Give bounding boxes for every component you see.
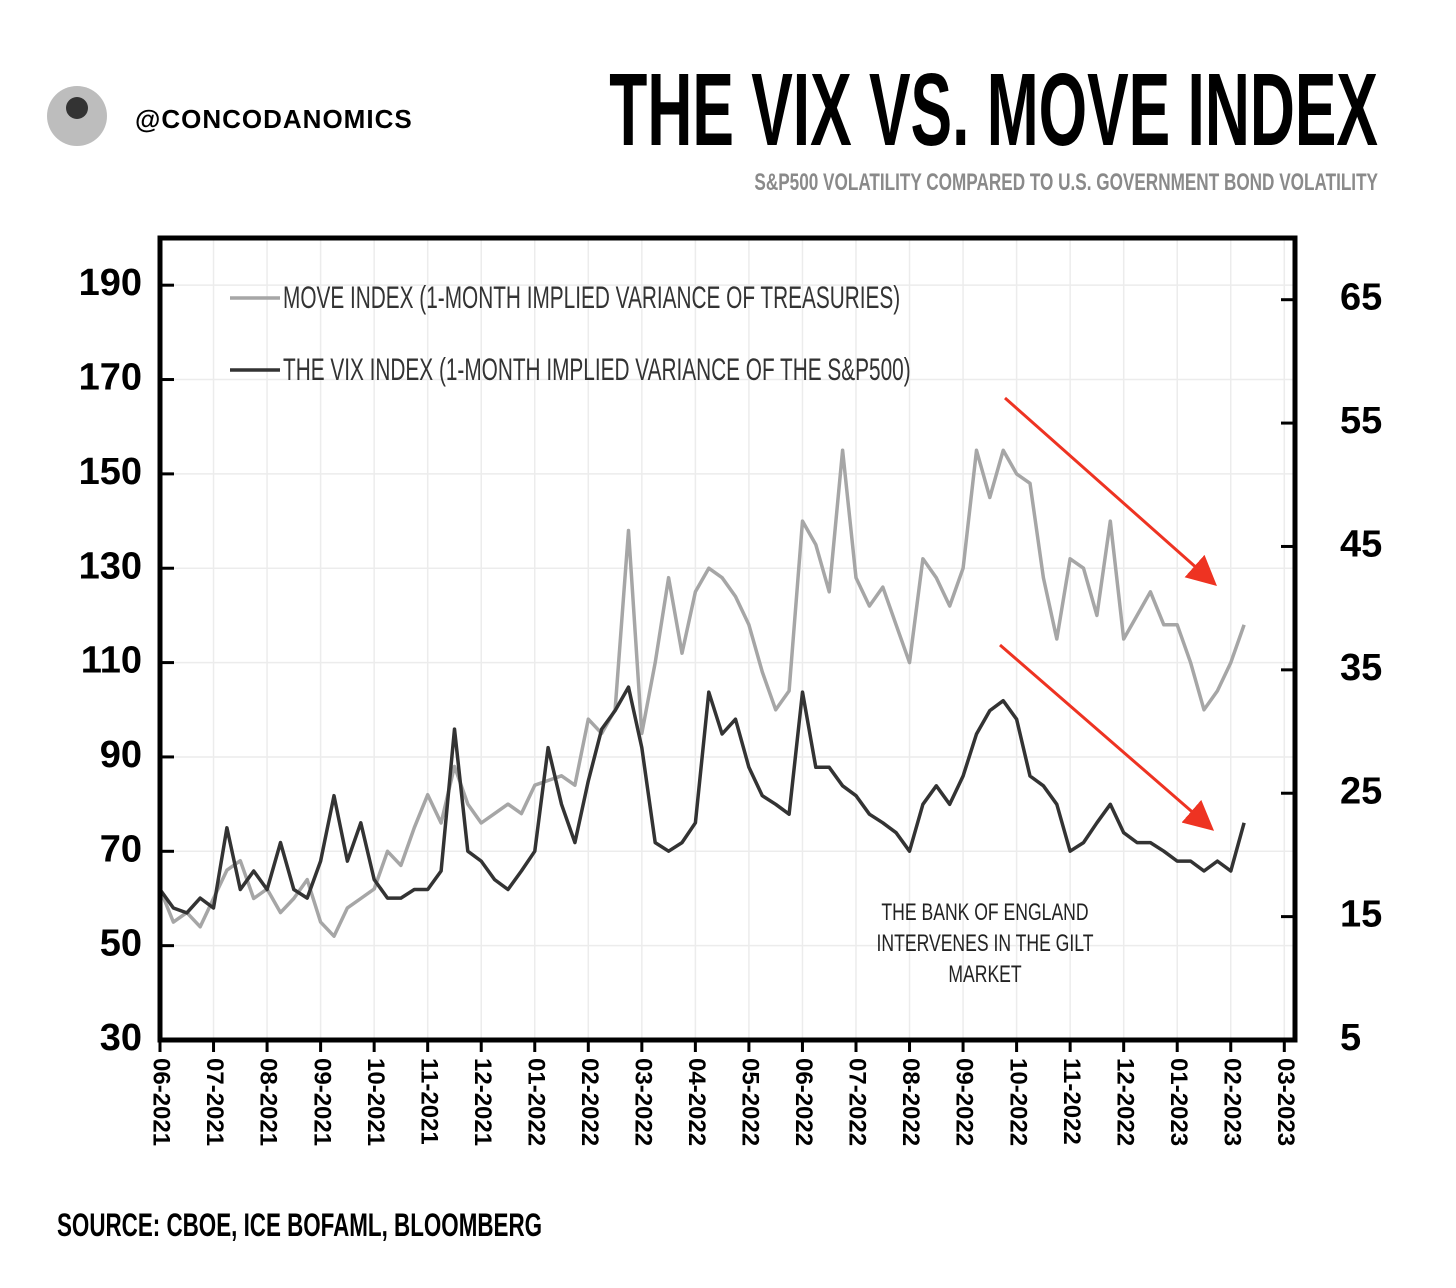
y2-tick-label: 45 (1340, 523, 1382, 565)
source-group: SOURCE: CBOE, ICE BOFAML, BLOOMBERG (57, 1207, 542, 1243)
avatar-head (66, 97, 88, 119)
x-tick-label: 07-2021 (201, 1058, 228, 1146)
x-tick-label: 06-2022 (790, 1058, 817, 1146)
y-tick-label: 90 (100, 734, 142, 776)
plot: 06-2021 07-2021 08-2021 09-2021 10-2021 11-20… (79, 238, 1382, 1146)
y-tick-label: 70 (100, 828, 142, 870)
x-tick-label: 01-2023 (1165, 1058, 1192, 1146)
x-tick-label: 02-2022 (576, 1058, 603, 1146)
y2-tick-label: 5 (1340, 1017, 1361, 1059)
y-tick-label: 190 (79, 262, 142, 304)
series-line (158, 685, 1246, 915)
annotation-line: INTERVENES IN THE GILT (877, 930, 1094, 956)
x-tick-label: 02-2023 (1218, 1058, 1245, 1146)
arrow (999, 643, 1215, 831)
x-tick-label: 03-2023 (1272, 1058, 1299, 1146)
legend-label: THE VIX INDEX (1-MONTH IMPLIED VARIANCE … (283, 352, 911, 387)
y2-tick-label: 55 (1340, 400, 1382, 442)
handle: @CONCODANOMICS (135, 104, 413, 134)
x-tick-label: 10-2022 (1004, 1058, 1031, 1146)
x-tick-label: 08-2021 (255, 1058, 282, 1146)
legend-label: MOVE INDEX (1-MONTH IMPLIED VARIANCE OF … (283, 280, 900, 315)
annotation-line: THE BANK OF ENGLAND (881, 899, 1088, 925)
y-tick-label: 30 (100, 1017, 142, 1059)
series-line (158, 448, 1246, 938)
x-tick-label: 12-2021 (469, 1058, 496, 1146)
x-tick-label: 06-2021 (148, 1058, 175, 1146)
chart-title: THE VIX VS. MOVE INDEX (609, 52, 1378, 167)
source: SOURCE: CBOE, ICE BOFAML, BLOOMBERG (57, 1207, 542, 1243)
x-tick-label: 01-2022 (522, 1058, 549, 1146)
legend-entry: THE VIX INDEX (1-MONTH IMPLIED VARIANCE … (283, 352, 911, 387)
x-tick-label: 09-2022 (951, 1058, 978, 1146)
y-tick-label: 170 (79, 357, 142, 399)
chart-subtitle: S&P500 VOLATILITY COMPARED TO U.S. GOVER… (754, 169, 1378, 196)
x-tick-label: 09-2021 (308, 1058, 335, 1146)
arrow (1004, 396, 1217, 586)
x-tick-label: 12-2022 (1111, 1058, 1138, 1146)
annotation-line: MARKET (948, 961, 1021, 987)
x-tick-label: 11-2021 (415, 1058, 442, 1145)
x-tick-label: 03-2022 (629, 1058, 656, 1146)
annotation: INTERVENES IN THE GILT (877, 930, 1094, 956)
y2-tick-label: 25 (1340, 770, 1382, 812)
legend-entry: MOVE INDEX (1-MONTH IMPLIED VARIANCE OF … (283, 280, 900, 315)
y-tick-label: 130 (79, 545, 142, 587)
annotation: THE BANK OF ENGLAND (881, 899, 1088, 925)
x-tick-label: 05-2022 (737, 1058, 764, 1146)
y-tick-label: 110 (81, 640, 142, 682)
y-tick-label: 50 (100, 923, 142, 965)
x-tick-label: 10-2021 (362, 1058, 389, 1146)
annotation: MARKET (948, 961, 1021, 987)
plot-frame (157, 235, 1298, 1043)
title-group: THE VIX VS. MOVE INDEX (609, 52, 1378, 167)
y2-tick-label: 35 (1340, 647, 1382, 689)
x-tick-label: 04-2022 (683, 1058, 710, 1146)
x-tick-label: 07-2022 (844, 1058, 871, 1146)
subtitle-group: S&P500 VOLATILITY COMPARED TO U.S. GOVER… (754, 169, 1378, 196)
x-tick-label: 08-2022 (897, 1058, 924, 1146)
y-tick-label: 150 (79, 451, 142, 493)
x-tick-label: 11-2022 (1058, 1058, 1085, 1145)
y2-tick-label: 15 (1340, 894, 1382, 936)
y2-tick-label: 65 (1340, 277, 1382, 319)
